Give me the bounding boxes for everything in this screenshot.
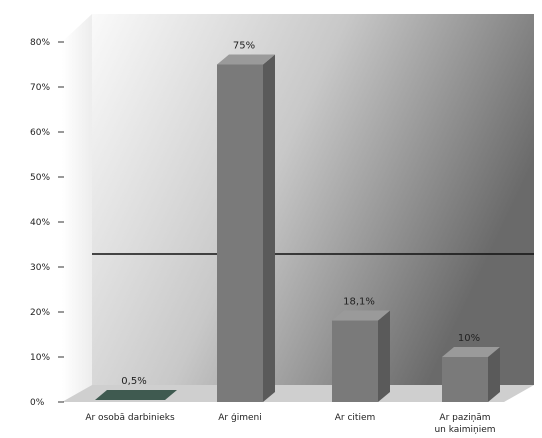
y-tick-label: 20% <box>30 308 50 318</box>
floor <box>62 385 534 402</box>
bar-side <box>378 310 390 402</box>
y-tick-label: 60% <box>30 128 50 138</box>
bar-1 <box>95 390 177 400</box>
category-label: Ar citiem <box>335 413 376 423</box>
bar-side <box>263 54 275 402</box>
bar-top <box>332 310 390 321</box>
y-axis: 0% 10% 20% 30% 40% 50% 60% 70% 80% <box>30 38 64 408</box>
y-tick-label: 10% <box>30 353 50 363</box>
y-tick-label: 80% <box>30 38 50 48</box>
bar-slab <box>95 390 177 400</box>
bar-top <box>217 54 275 65</box>
category-label: Ar osobā darbinieks <box>85 413 175 423</box>
bars: 0,5% 75% 18,1% 10% <box>95 41 500 402</box>
data-label: 18,1% <box>343 297 375 308</box>
y-tick-label: 30% <box>30 263 50 273</box>
bar-4 <box>442 347 500 402</box>
bar-3 <box>332 310 390 402</box>
back-wall <box>92 14 534 385</box>
category-label: Ar ģimeni <box>218 413 261 423</box>
data-label: 0,5% <box>121 376 146 387</box>
plot-background <box>62 14 534 402</box>
data-label: 10% <box>458 333 480 344</box>
bar-front <box>332 320 378 402</box>
y-tick-label: 40% <box>30 218 50 228</box>
y-tick-label: 70% <box>30 83 50 93</box>
bar-front <box>442 357 488 402</box>
bar-front <box>217 64 263 402</box>
bar-2 <box>217 54 275 402</box>
category-label: un kaimiņiem <box>434 425 495 435</box>
data-label: 75% <box>233 41 255 52</box>
bar-side <box>488 347 500 402</box>
y-tick-label: 50% <box>30 173 50 183</box>
bar-top <box>442 347 500 357</box>
left-wall <box>62 14 92 402</box>
y-tick-label: 0% <box>30 398 45 408</box>
x-axis-labels: Ar osobā darbinieks Ar ģimeni Ar citiem Ar … <box>85 413 495 435</box>
category-label: Ar paziņām <box>439 413 490 423</box>
